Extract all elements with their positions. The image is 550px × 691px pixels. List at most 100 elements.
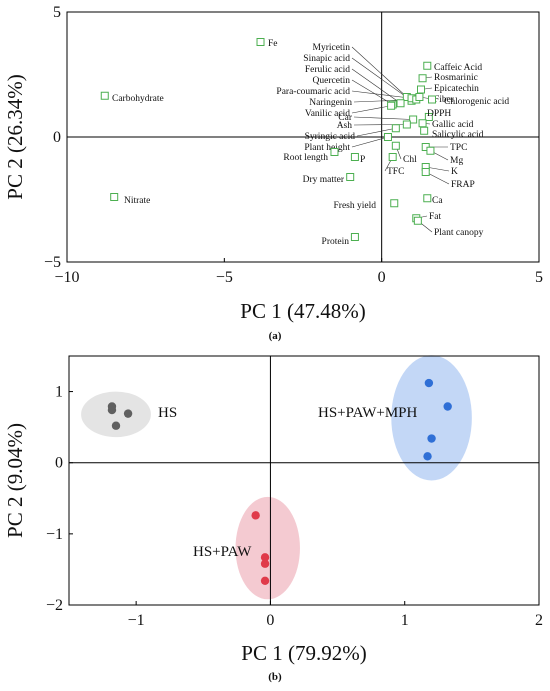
point-label-epicatechin: Epicatechin xyxy=(434,84,479,94)
panel-a-y-axis-label: PC 2 (26.34%) xyxy=(3,74,27,199)
panel-a-x-tick-label: 0 xyxy=(378,269,386,286)
point-caffeic-acid xyxy=(423,61,432,70)
panel-b-y-tick-label: 1 xyxy=(55,384,63,401)
point-label-fiber: Fiber xyxy=(434,95,455,105)
point-label-dry-matter: Dry matter xyxy=(303,175,345,185)
panel-a-x-tick-label: −10 xyxy=(54,269,79,286)
ellipse-hs-paw xyxy=(235,496,300,600)
point-label-fresh-yield: Fresh yield xyxy=(334,201,377,211)
point-label-car: Car xyxy=(338,113,353,123)
point-frap xyxy=(421,168,430,176)
panel-b-x-axis-label: PC 1 (79.92%) xyxy=(241,641,366,665)
panel-a-x-tick-label: −5 xyxy=(216,269,233,286)
point-hs-paw-mph xyxy=(423,452,432,461)
point-label-carbohydrate: Carbohydrate xyxy=(112,94,164,104)
ellipse-hs xyxy=(81,391,151,438)
point-p xyxy=(350,153,359,161)
point-label-fe: Fe xyxy=(268,39,278,49)
point-label-rosmarinic: Rosmarinic xyxy=(434,73,478,83)
leader-line-vanilic-acid xyxy=(351,105,392,114)
point-label-plant-canopy: Plant canopy xyxy=(434,228,484,238)
panel-a-y-tick-label: 0 xyxy=(53,129,61,146)
point-fe xyxy=(256,38,265,46)
point-hs-paw xyxy=(260,576,270,586)
point-syringic-acid xyxy=(391,124,400,133)
point-label-chl: Chl xyxy=(403,155,417,165)
leader-line-ferulic-acid xyxy=(351,68,401,104)
point-chl xyxy=(391,141,400,150)
point-label-k: K xyxy=(451,167,458,177)
point-fiber xyxy=(415,93,424,101)
panel-b-x-tick-label: −1 xyxy=(128,612,145,629)
point-plant-height xyxy=(383,133,392,141)
panel-b-y-tick-label: −2 xyxy=(46,597,63,614)
panel-b-frame xyxy=(68,355,540,606)
point-label-ca: Ca xyxy=(432,196,443,206)
point-carbohydrate xyxy=(100,91,109,100)
point-ca xyxy=(423,194,432,203)
panel-b-group-ellipses xyxy=(81,355,472,600)
point-hs-paw xyxy=(251,511,260,520)
point-hs-paw xyxy=(260,553,270,562)
point-gallic-acid xyxy=(418,119,427,128)
panel-a-label: (a) xyxy=(269,330,282,342)
leader-line-syringic-acid xyxy=(356,127,396,137)
point-label-fat: Fat xyxy=(429,212,442,222)
point-root-length xyxy=(330,148,339,156)
point-ferulic-acid xyxy=(396,99,405,108)
point-nitrate xyxy=(110,193,119,201)
point-label-protein: Protein xyxy=(322,237,350,247)
panel-a-x-tick-label: 5 xyxy=(535,269,543,286)
point-fresh-yield xyxy=(390,199,399,208)
panel-b-points xyxy=(107,378,452,586)
point-label-caffeic-acid: Caffeic Acid xyxy=(434,62,482,73)
point-dry-matter xyxy=(346,173,355,181)
point-label-quercetin: Quercetin xyxy=(313,76,351,86)
point-protein xyxy=(350,233,359,241)
point-mg xyxy=(426,146,435,155)
panel-a-y-tick-label: 5 xyxy=(53,4,61,21)
point-hs-paw-mph xyxy=(424,378,434,388)
panel-b-ticks: −1 0 1 2 −2 −1 0 1 xyxy=(46,384,543,629)
point-label-gallic-acid: Gallic acid xyxy=(432,120,474,130)
panel-b-group-labels: HS HS+PAW+MPH HS+PAW xyxy=(158,405,418,560)
panel-a-y-tick-label: −5 xyxy=(44,254,61,271)
group-label-hs: HS xyxy=(158,405,177,421)
point-label-para-coumaric-acid: Para-coumaric acid xyxy=(276,87,350,97)
panel-a-ticks: −10 −5 0 5−505 xyxy=(44,4,543,286)
panel-a: −10 −5 0 5−505 FeCarbohydrateNitrateMyricet… xyxy=(3,4,543,342)
point-label-syringic-acid: Syringic acid xyxy=(305,132,356,142)
group-label-hs-paw: HS+PAW xyxy=(193,544,252,560)
point-epicatechin xyxy=(417,85,425,94)
point-label-myricetin: Myricetin xyxy=(313,43,351,53)
group-label-hs-paw-mph: HS+PAW+MPH xyxy=(318,405,418,421)
point-label-dpph: DPPH xyxy=(427,109,451,119)
point-tfc xyxy=(388,153,397,161)
point-rosmarinic xyxy=(418,74,427,83)
point-ash xyxy=(402,120,411,129)
panel-b-x-tick-label: 0 xyxy=(266,612,274,629)
point-label-salicylic-acid: Salicylic acid xyxy=(432,130,484,140)
point-hs-paw xyxy=(260,559,270,568)
point-label-mg: Mg xyxy=(450,156,463,166)
point-chlorogenic-acid xyxy=(428,95,437,104)
leader-line-myricetin xyxy=(351,46,408,98)
point-salicylic-acid xyxy=(420,126,429,135)
leader-line-car xyxy=(353,116,414,120)
point-label-chlorogenic-acid: Chlorogenic acid xyxy=(444,97,509,107)
point-label-nitrate: Nitrate xyxy=(124,196,150,206)
point-label-plant-height: Plant height xyxy=(304,143,350,153)
point-vanilic-acid xyxy=(387,101,396,110)
panel-b-label: (b) xyxy=(268,671,282,683)
point-label-p: P xyxy=(360,155,365,165)
point-label-ash: Ash xyxy=(337,121,353,131)
point-hs-paw-mph xyxy=(427,434,436,443)
point-car xyxy=(409,115,418,124)
panel-a-x-axis-label: PC 1 (47.48%) xyxy=(240,299,365,323)
leader-line-plant-height xyxy=(351,136,389,148)
point-label-tfc: TFC xyxy=(387,167,404,177)
panel-b-y-tick-label: 0 xyxy=(55,455,63,472)
point-plant-canopy xyxy=(413,216,422,225)
point-label-sinapic-acid: Sinapic acid xyxy=(303,54,350,64)
